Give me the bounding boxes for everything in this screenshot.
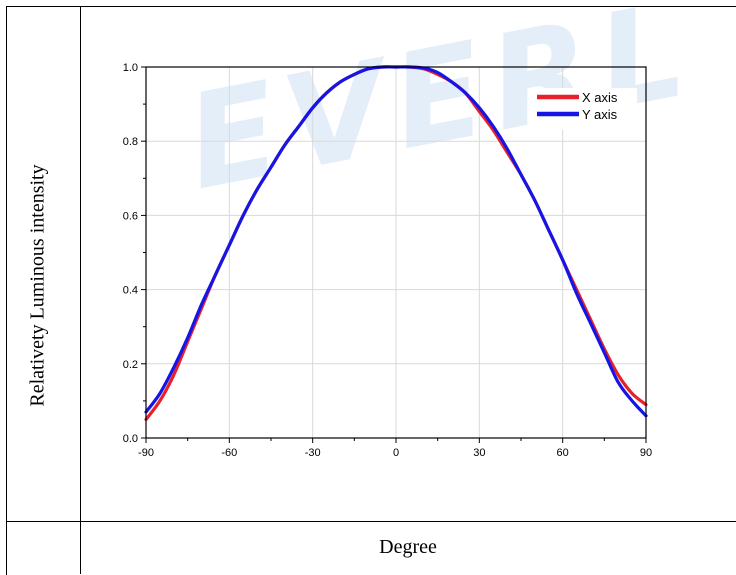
y-tick-label: 0.4 bbox=[123, 285, 138, 297]
x-tick-label: 30 bbox=[473, 447, 485, 459]
legend-label: Y axis bbox=[582, 107, 618, 122]
column-divider bbox=[80, 6, 81, 574]
x-tick-label: 90 bbox=[640, 447, 652, 459]
table-border bbox=[6, 6, 736, 575]
y-tick-label: 1.0 bbox=[123, 62, 138, 74]
y-tick-label: 0.2 bbox=[123, 359, 138, 371]
x-tick-label: 60 bbox=[557, 447, 569, 459]
x-tick-label: -30 bbox=[305, 447, 321, 459]
y-tick-label: 0.0 bbox=[123, 433, 138, 445]
x-tick-label: -60 bbox=[221, 447, 237, 459]
x-tick-label: -90 bbox=[138, 447, 154, 459]
y-tick-label: 0.8 bbox=[123, 136, 138, 148]
legend: X axis Y axis bbox=[532, 88, 637, 130]
axis-ticks: -90 -60 -30 0 30 60 90 0.0 0.2 0.4 0.6 0.8 1.0 bbox=[123, 62, 652, 459]
legend-label: X axis bbox=[582, 90, 618, 105]
y-tick-label: 0.6 bbox=[123, 210, 138, 222]
x-axis-title: Degree bbox=[379, 536, 437, 558]
x-tick-label: 0 bbox=[393, 447, 399, 459]
row-divider bbox=[6, 521, 736, 522]
